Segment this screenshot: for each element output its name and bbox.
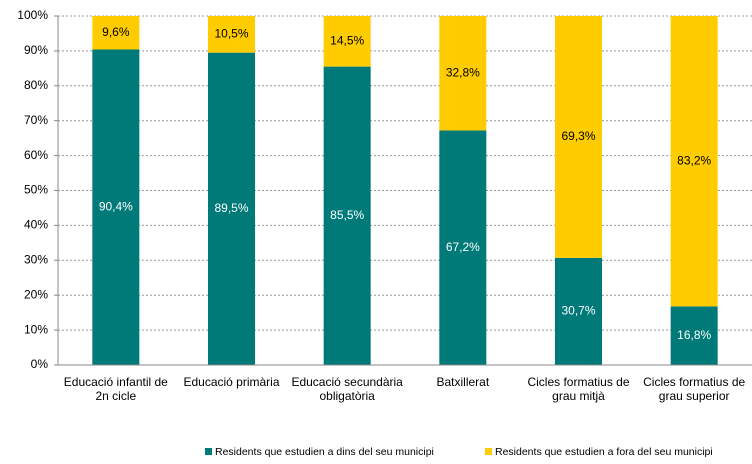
- bar-segment: [208, 52, 255, 366]
- legend-swatch: [485, 448, 492, 455]
- x-tick-label: Educació secundària obligatòria: [291, 375, 403, 403]
- y-tick-label: 80%: [24, 78, 48, 92]
- y-tick-label: 70%: [24, 113, 48, 127]
- legend-label: Residents que estudien a fora del seu mu…: [495, 446, 713, 458]
- legend-label: Residents que estudien a dins del seu mu…: [215, 446, 434, 458]
- bar-segment: [670, 306, 718, 365]
- bar-segment: [439, 130, 487, 365]
- y-tick-label: 10%: [24, 322, 48, 336]
- value-label: 89,5%: [214, 201, 248, 215]
- y-tick-label: 60%: [24, 148, 48, 162]
- y-tick-label: 0%: [31, 357, 49, 371]
- y-tick-label: 40%: [24, 218, 48, 232]
- value-label: 9,6%: [102, 25, 130, 39]
- bar-segment: [323, 66, 371, 365]
- x-tick-label: Cicles formatius de grau mitjà: [527, 375, 630, 403]
- value-label: 69,3%: [561, 129, 595, 143]
- value-label: 14,5%: [330, 33, 364, 47]
- value-label: 30,7%: [561, 304, 595, 318]
- value-label: 90,4%: [99, 199, 133, 213]
- y-tick-label: 30%: [24, 252, 48, 266]
- bar-segment: [208, 16, 255, 53]
- value-label: 16,8%: [677, 328, 711, 342]
- x-tick-label: Cicles formatius de grau superior: [643, 375, 746, 403]
- bar-segment: [555, 16, 602, 258]
- value-label: 32,8%: [446, 65, 480, 79]
- y-tick-label: 90%: [24, 43, 48, 57]
- bar-segment: [555, 257, 602, 365]
- bar-segment: [92, 49, 140, 366]
- y-tick-label: 50%: [24, 183, 48, 197]
- y-tick-label: 100%: [17, 8, 48, 22]
- bar-segment: [92, 16, 140, 50]
- bar-segment: [323, 16, 371, 67]
- x-tick-label: Batxillerat: [436, 375, 490, 389]
- value-label: 83,2%: [677, 153, 711, 167]
- value-label: 85,5%: [330, 208, 364, 222]
- bar-segment: [439, 16, 487, 131]
- value-label: 10,5%: [214, 26, 248, 40]
- bar-segment: [670, 16, 718, 307]
- legend-swatch: [205, 448, 212, 455]
- value-label: 67,2%: [446, 240, 480, 254]
- y-tick-label: 20%: [24, 287, 48, 301]
- x-tick-label: Educació primària: [183, 375, 280, 389]
- x-tick-label: Educació infantil de 2n cicle: [63, 375, 168, 403]
